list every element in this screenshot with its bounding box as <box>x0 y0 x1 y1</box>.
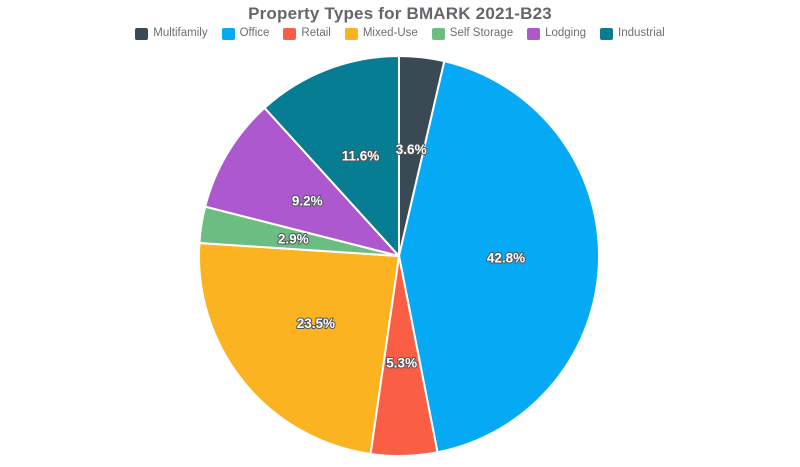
pie-slice-mixed-use[interactable] <box>198 241 400 455</box>
legend-swatch-office <box>221 27 235 40</box>
legend-swatch-self-storage <box>431 27 445 40</box>
legend-item-office[interactable]: Office <box>221 27 270 40</box>
legend-item-self-storage[interactable]: Self Storage <box>431 27 514 40</box>
pie-slice-lodging[interactable] <box>204 106 400 257</box>
legend-item-lodging[interactable]: Lodging <box>527 27 586 40</box>
chart-title: Property Types for BMARK 2021-B23 <box>248 4 552 23</box>
legend-item-industrial[interactable]: Industrial <box>600 27 665 40</box>
legend-item-multifamily[interactable]: Multifamily <box>135 27 208 40</box>
legend-item-mixed-use[interactable]: Mixed-Use <box>344 27 418 40</box>
legend-swatch-lodging <box>527 27 541 40</box>
legend-swatch-retail <box>283 27 297 40</box>
legend-swatch-mixed-use <box>344 27 358 40</box>
legend-label: Office <box>239 27 270 39</box>
legend-item-retail[interactable]: Retail <box>283 27 331 40</box>
pie-slice-industrial[interactable] <box>263 55 400 257</box>
legend-label: Self Storage <box>449 27 514 39</box>
legend-label: Industrial <box>618 27 665 39</box>
legend-label: Mixed-Use <box>362 27 418 39</box>
legend-swatch-industrial <box>600 27 614 40</box>
legend-label: Retail <box>301 27 331 39</box>
legend-label: Multifamily <box>153 27 208 39</box>
legend-swatch-multifamily <box>135 27 149 40</box>
pie-slice-office[interactable] <box>398 60 600 454</box>
chart-legend: Multifamily Office Retail Mixed-Use Self Sto… <box>0 27 800 40</box>
legend-label: Lodging <box>545 27 587 39</box>
